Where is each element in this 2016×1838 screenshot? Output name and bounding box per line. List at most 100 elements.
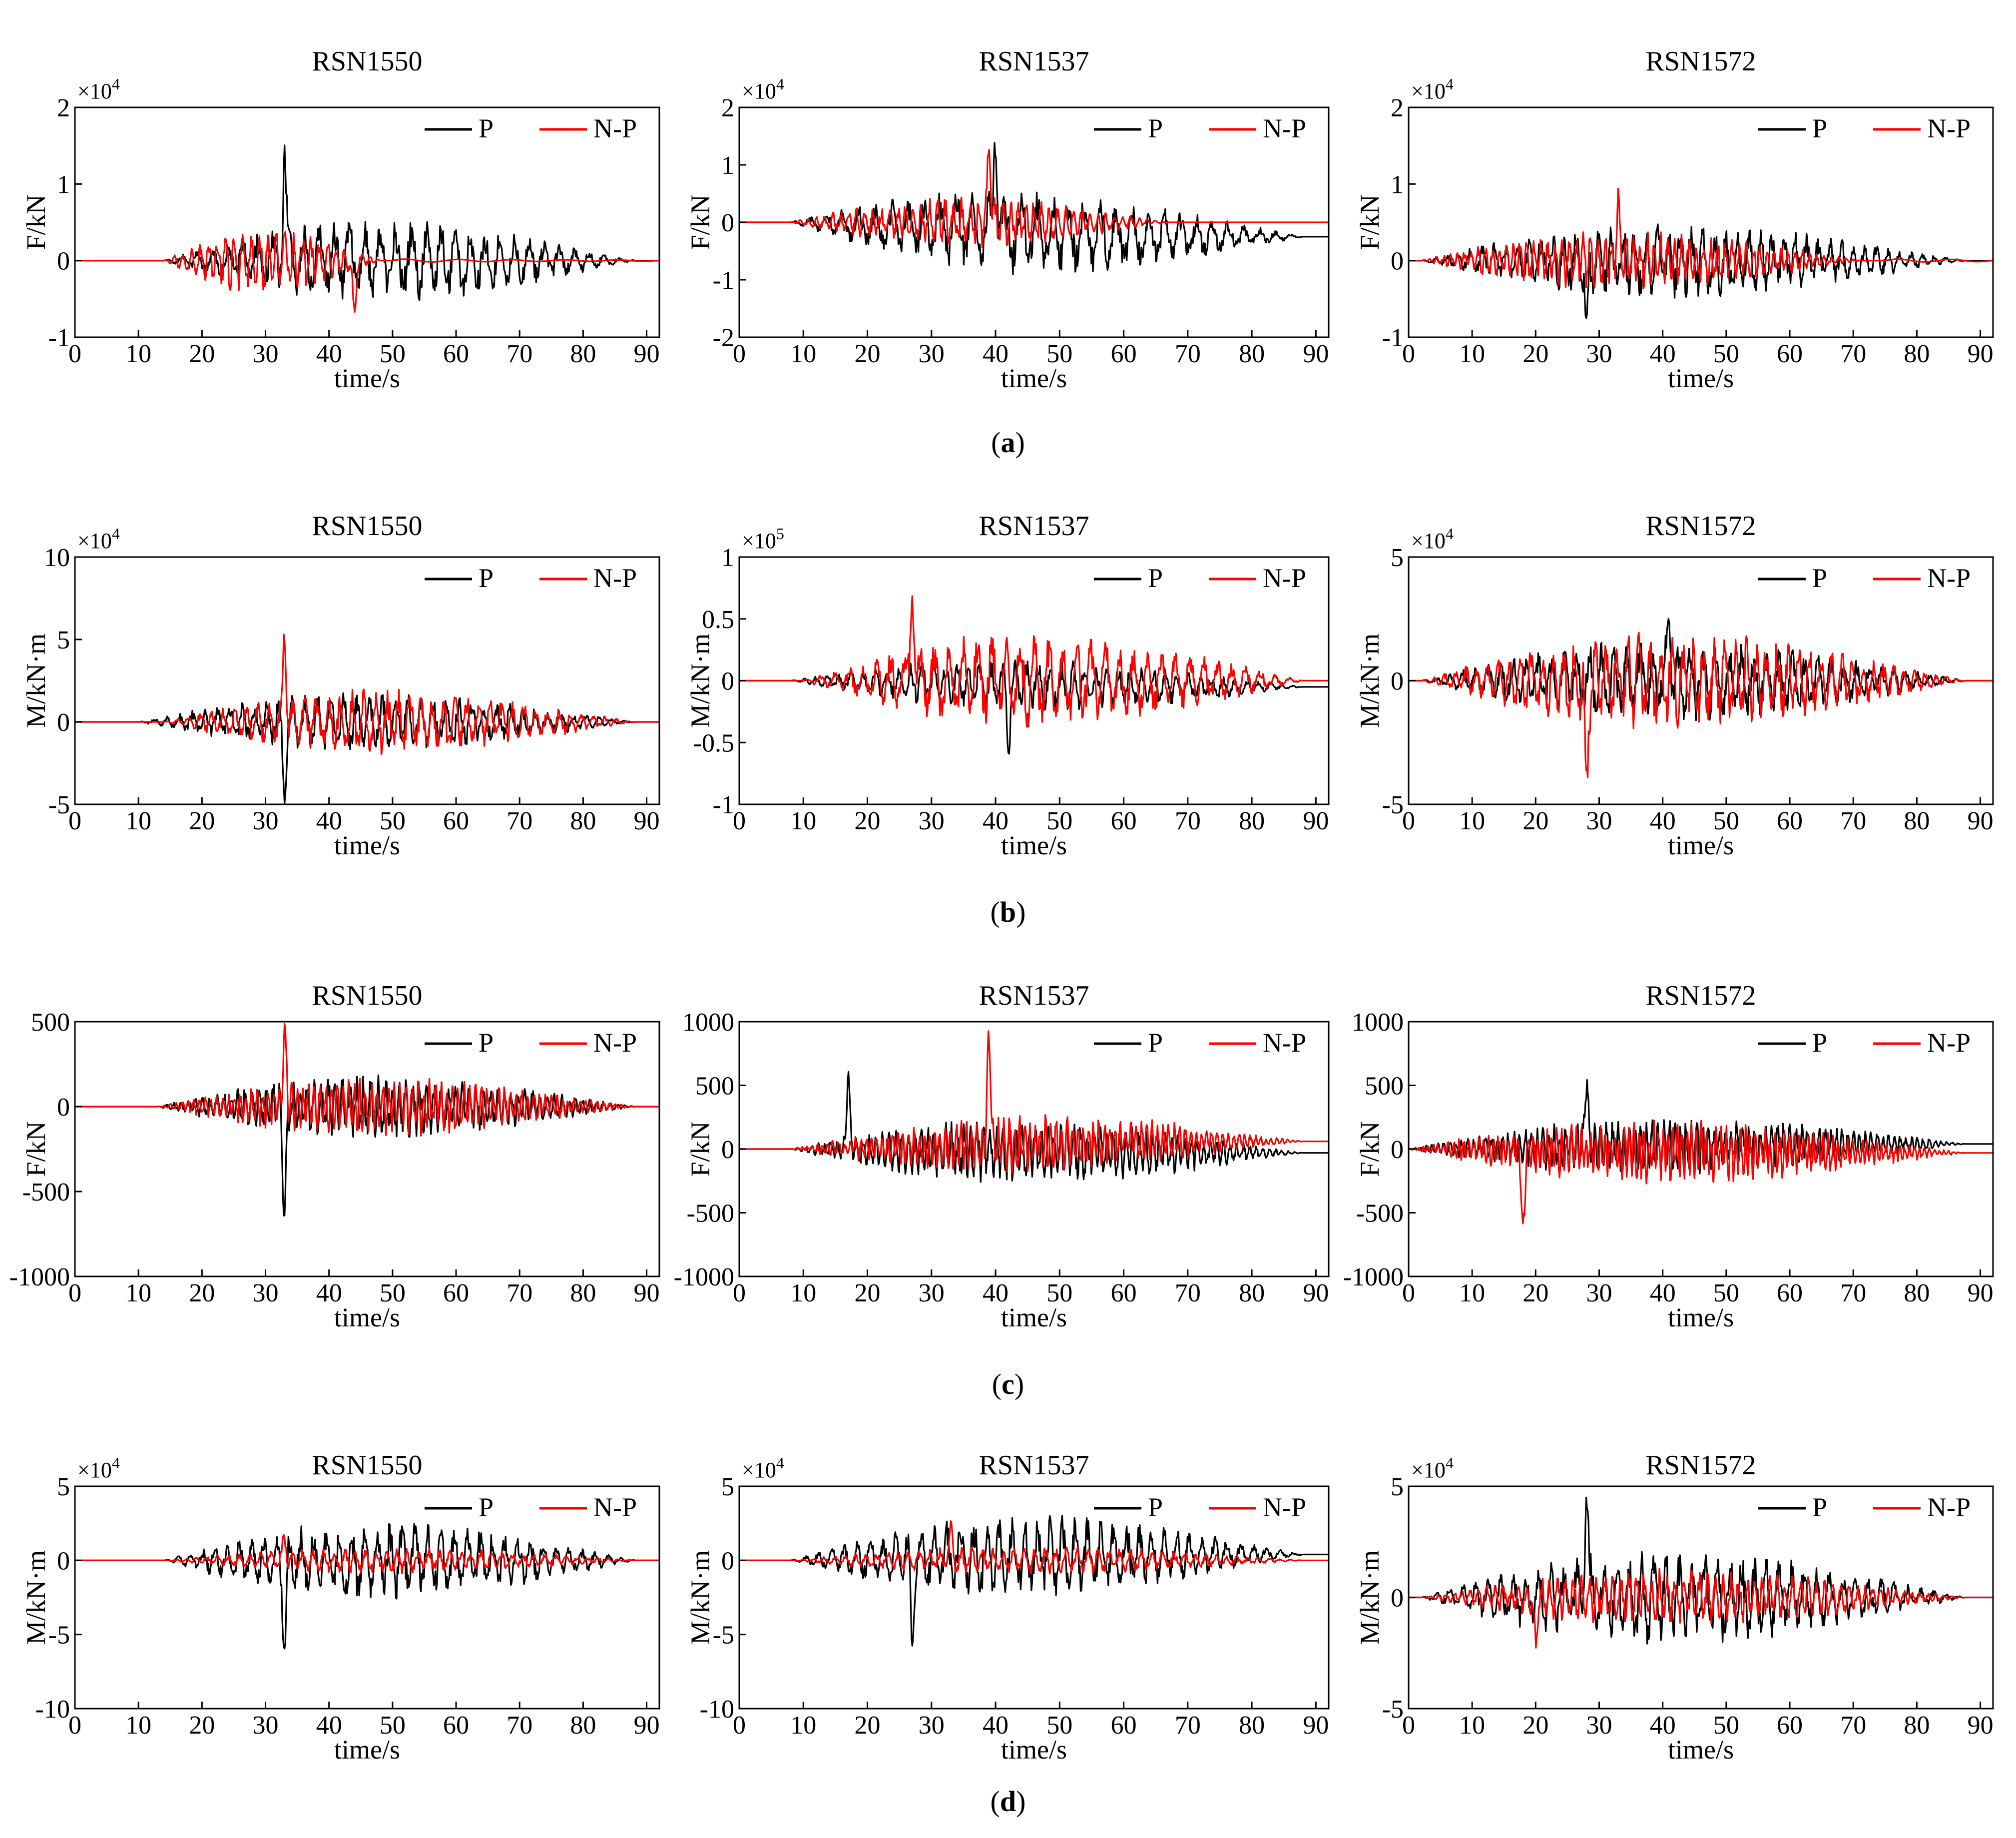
series-line-p xyxy=(75,1074,659,1217)
y-tick-label: -0.5 xyxy=(693,729,734,757)
axis-multiplier: ×104 xyxy=(742,1454,784,1482)
x-tick-label: 80 xyxy=(1904,1711,1930,1740)
chart-title: RSN1572 xyxy=(1646,1450,1756,1481)
legend: P N-P xyxy=(1094,1492,1306,1522)
y-tick-label: -500 xyxy=(687,1200,734,1228)
series-group xyxy=(1409,1079,1993,1225)
x-tick-label: 70 xyxy=(1175,1279,1201,1307)
x-tick-label: 10 xyxy=(790,1279,816,1307)
x-tick-label: 80 xyxy=(570,1711,596,1740)
x-tick-label: 10 xyxy=(790,340,816,368)
series-line-n-p xyxy=(739,148,1328,248)
series-group xyxy=(739,595,1328,755)
x-axis-label: time/s xyxy=(1668,1735,1734,1765)
x-tick-label: 50 xyxy=(1713,807,1739,835)
x-tick-label: 0 xyxy=(68,807,81,835)
y-tick-label: 5 xyxy=(1391,1473,1404,1501)
x-tick-label: 60 xyxy=(443,1711,469,1740)
y-tick-label: -500 xyxy=(22,1178,70,1207)
y-tick-label: 0 xyxy=(57,247,70,276)
series-line-p xyxy=(75,1523,659,1650)
chart-c1: RSN1550 0 10 20 30 40 50 60 70 80 90 -1000 -500 0 500 t… xyxy=(9,980,660,1332)
x-tick-label: 80 xyxy=(1904,340,1930,368)
x-tick-label: 80 xyxy=(1239,340,1265,368)
plot-frame xyxy=(74,556,660,805)
y-tick-label: 500 xyxy=(31,1008,70,1037)
y-axis-label: M/kN·m xyxy=(21,1550,51,1645)
x-tick-label: 50 xyxy=(1046,1711,1072,1740)
x-axis-label: time/s xyxy=(1668,1302,1734,1332)
y-tick-label: -10 xyxy=(35,1695,70,1724)
y-tick-label: -500 xyxy=(1356,1200,1404,1228)
x-tick-label: 30 xyxy=(253,340,279,368)
legend-label-p: P xyxy=(1148,1492,1163,1522)
x-tick-label: 20 xyxy=(189,807,215,835)
axis-multiplier: ×104 xyxy=(77,75,120,103)
y-axis-label: F/kN xyxy=(1355,1121,1385,1177)
y-axis-label: M/kN·m xyxy=(1355,1550,1385,1645)
x-tick-label: 10 xyxy=(125,340,151,368)
y-axis-label: M/kN·m xyxy=(685,633,715,728)
x-tick-label: 70 xyxy=(1840,807,1866,835)
plot-frame xyxy=(1408,106,1994,338)
x-tick-label: 60 xyxy=(443,807,469,835)
x-tick-label: 0 xyxy=(733,1279,746,1307)
legend-label-p: P xyxy=(479,1028,494,1058)
x-tick-label: 10 xyxy=(125,1279,151,1307)
y-tick-label: 0 xyxy=(1391,667,1404,696)
x-tick-label: 20 xyxy=(855,1279,881,1307)
series-line-n-p xyxy=(739,1520,1328,1575)
x-tick-label: 60 xyxy=(1111,340,1137,368)
x-tick-label: 10 xyxy=(1459,1279,1485,1307)
chart-d2: RSN1537 ×104 0 10 20 30 40 50 60 70 80 90 -10 -5 0 5 tim… xyxy=(685,1450,1330,1765)
x-tick-label: 30 xyxy=(253,807,279,835)
y-tick-label: -5 xyxy=(1382,1695,1404,1724)
x-axis-label: time/s xyxy=(334,1302,400,1332)
y-tick-label: 10 xyxy=(44,544,70,572)
x-tick-label: 0 xyxy=(733,1711,746,1740)
legend-label-p: P xyxy=(479,1492,494,1522)
x-tick-label: 40 xyxy=(1650,1279,1676,1307)
y-axis-label: M/kN·m xyxy=(685,1550,715,1645)
plot-frame xyxy=(74,106,660,338)
axis-multiplier: ×104 xyxy=(1411,525,1454,553)
chart-a2: RSN1537 ×104 0 10 20 30 40 50 60 70 80 90 -2 -1 0 1 2 tim… xyxy=(685,46,1330,393)
series-group xyxy=(1409,187,1993,319)
legend-label-n-p: N-P xyxy=(1263,1492,1306,1522)
legend-label-p: P xyxy=(1148,113,1163,143)
y-tick-label: 2 xyxy=(57,94,70,122)
legend-label-n-p: N-P xyxy=(593,1492,637,1522)
y-axis-label: F/kN xyxy=(685,194,715,250)
y-tick-label: -1 xyxy=(713,266,734,295)
legend: P N-P xyxy=(425,113,637,143)
chart-title: RSN1537 xyxy=(979,511,1089,542)
legend: P N-P xyxy=(1094,563,1306,593)
y-tick-label: 500 xyxy=(695,1072,734,1101)
x-tick-label: 90 xyxy=(634,1711,660,1740)
y-axis-label: F/kN xyxy=(685,1121,715,1177)
x-tick-label: 40 xyxy=(1650,340,1676,368)
legend: P N-P xyxy=(1094,113,1306,143)
x-tick-label: 20 xyxy=(189,1711,215,1740)
y-tick-label: 0 xyxy=(57,708,70,737)
x-tick-label: 90 xyxy=(634,1279,660,1307)
y-tick-label: 5 xyxy=(721,1473,734,1501)
x-tick-label: 80 xyxy=(570,1279,596,1307)
legend-label-p: P xyxy=(1812,113,1827,143)
x-tick-label: 30 xyxy=(919,807,945,835)
x-tick-label: 50 xyxy=(1713,340,1739,368)
x-tick-label: 80 xyxy=(570,807,596,835)
x-tick-label: 80 xyxy=(570,340,596,368)
y-tick-label: 2 xyxy=(1391,94,1404,122)
y-tick-label: 0 xyxy=(1391,1136,1404,1164)
chart-c2: RSN1537 0 10 20 30 40 50 60 70 80 90 -1000 -500 0 500 1… xyxy=(674,980,1330,1332)
chart-title: RSN1537 xyxy=(979,1450,1089,1481)
y-tick-label: 0 xyxy=(721,1547,734,1575)
x-tick-label: 30 xyxy=(1586,340,1612,368)
y-tick-label: -1000 xyxy=(1343,1263,1404,1291)
x-tick-label: 10 xyxy=(1459,807,1485,835)
x-tick-label: 50 xyxy=(380,340,406,368)
series-line-p xyxy=(739,659,1328,755)
